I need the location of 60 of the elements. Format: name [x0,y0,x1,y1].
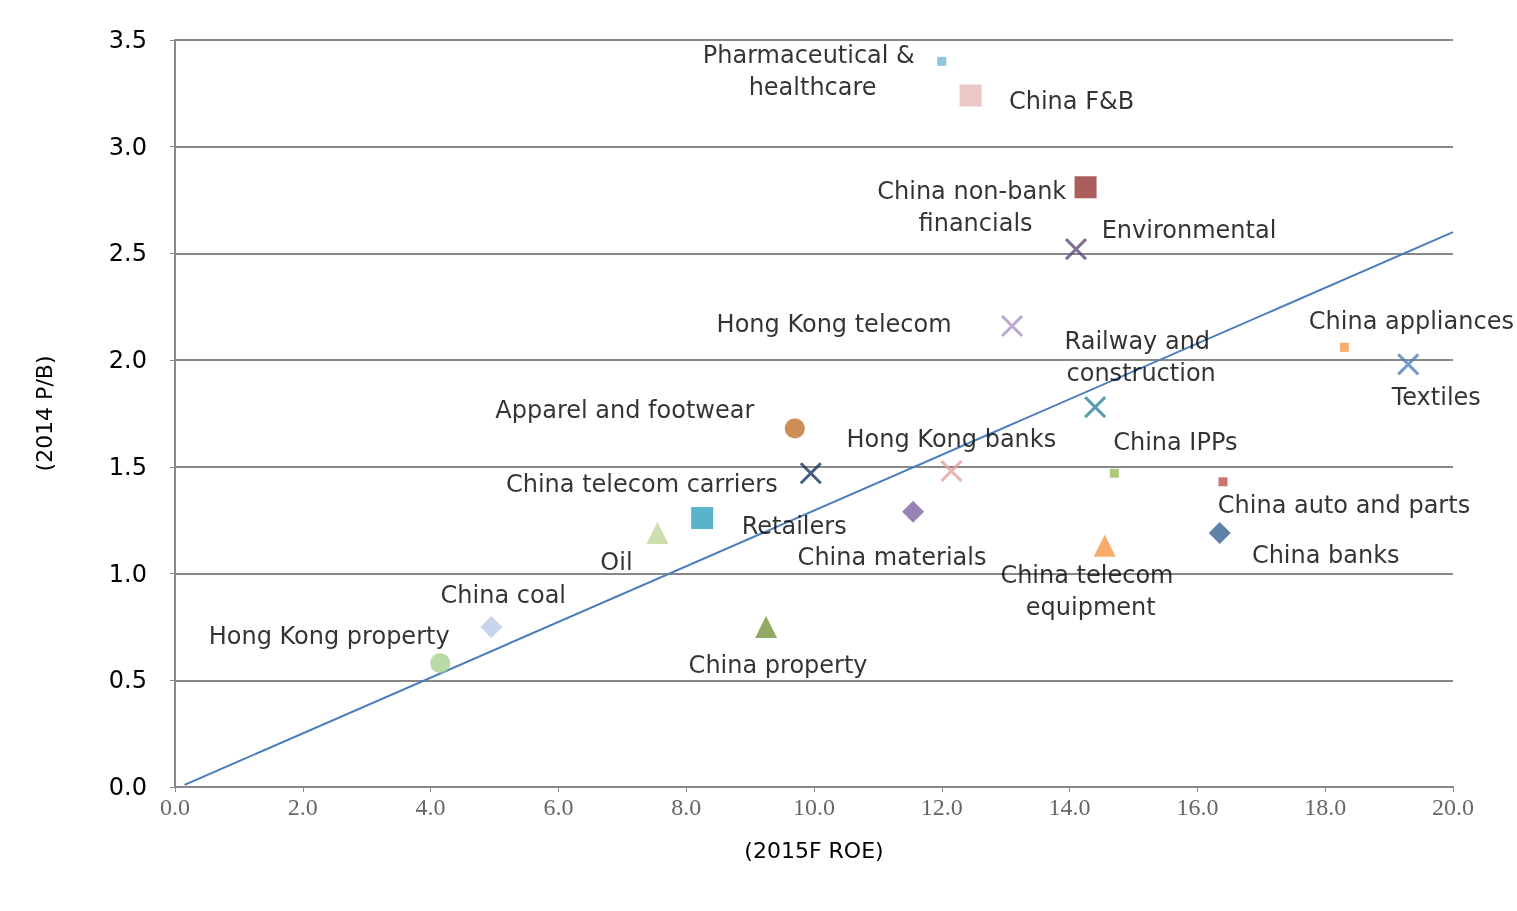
series-label: Textiles [1390,383,1481,412]
series-label: China F&B [1008,87,1135,116]
x-tick-label: 14.0 [1048,794,1091,820]
series-label: China non-bank financials [877,177,1074,238]
y-tick-label: 0.5 [108,666,147,695]
point [1339,342,1349,352]
y-tick-label: 2.5 [108,239,147,268]
text: Hong Kong telecom [716,309,952,338]
point [430,653,451,674]
x-tick-label: 18.0 [1304,794,1347,820]
x-tick-label: 4.0 [415,794,446,820]
point [1218,477,1228,487]
series-label: China materials [797,542,987,571]
y-tick-label: 1.5 [108,452,147,481]
x-tick-label: 8.0 [671,794,702,820]
y-tick-label: 2.0 [108,346,147,375]
series-label: Hong Kong property [208,622,450,651]
series-label: China coal [440,580,567,609]
series-label: China IPPs [1113,428,1238,457]
x-tick-label: 2.0 [287,794,318,820]
series-label: China appliances [1308,307,1514,336]
point [755,615,778,638]
series-label: China auto and parts [1217,490,1471,519]
y-tick-label: 3.0 [108,132,147,161]
y-axis-title: (2014 P/B) [31,355,57,472]
point [1093,534,1116,557]
point [1208,522,1231,545]
point [1109,468,1119,478]
series-label: China telecom carriers [505,470,778,499]
series-label: China property [688,650,868,679]
x-tick-label: 0.0 [160,794,190,820]
x-tick-label: 20.0 [1432,794,1474,820]
point [784,418,805,439]
point [799,461,823,485]
x-tick-label: 12.0 [920,794,963,820]
point [646,522,669,545]
x-tick-label: 6.0 [543,794,574,820]
series-label: Hong Kong banks [846,425,1057,454]
series-label: Environmental [1101,216,1277,245]
point [1074,176,1097,199]
series-label: Oil [600,548,633,577]
point [939,459,963,483]
series-label: Apparel and footwear [495,396,755,425]
point [480,615,503,638]
point [902,500,925,523]
y-tick-label: 0.0 [108,773,147,801]
x-axis-title: (2015F ROE) [744,837,884,863]
y-tick-label: 3.5 [108,26,147,54]
point [1064,237,1088,261]
point [691,507,714,530]
point [959,84,982,107]
point [937,56,947,66]
x-tick-label: 16.0 [1176,794,1219,820]
point [1396,352,1420,376]
point [1000,314,1024,338]
y-tick-label: 1.0 [108,559,147,588]
point [1083,395,1107,419]
series-label: China banks [1251,541,1400,570]
x-tick-label: 10.0 [793,794,835,820]
series-label: Pharmaceutical & healthcare [702,41,915,102]
